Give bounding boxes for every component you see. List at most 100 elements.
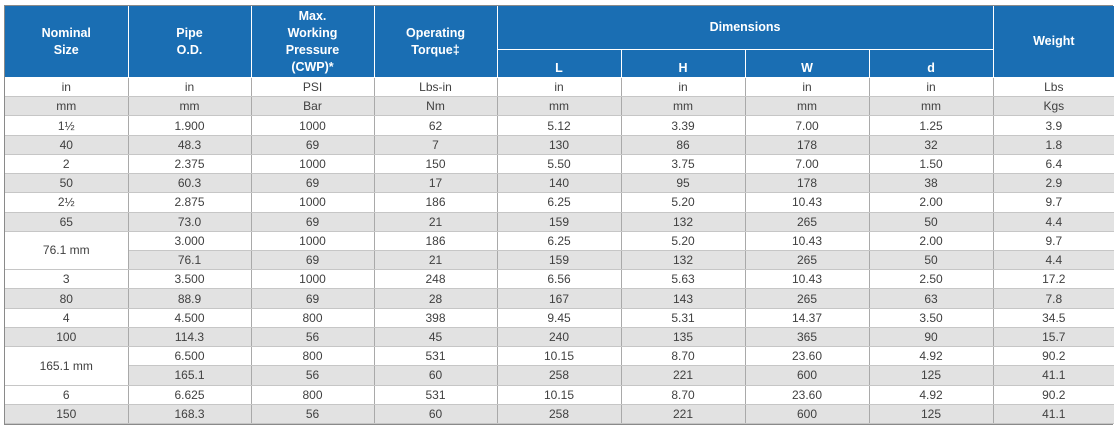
value-cell: 56 bbox=[251, 365, 375, 386]
unit-cell: Kgs bbox=[993, 96, 1115, 117]
table-row: 3 3.500 1000 248 6.56 5.63 10.43 2.50 17.2 bbox=[5, 269, 1115, 290]
value-cell: 5.50 bbox=[497, 154, 622, 175]
value-cell: 32 bbox=[869, 135, 994, 155]
value-cell: 9.7 bbox=[993, 192, 1115, 213]
value-cell: 143 bbox=[621, 288, 746, 309]
value-cell: 1.25 bbox=[869, 115, 994, 136]
value-cell: 60.3 bbox=[128, 173, 252, 194]
value-cell: 800 bbox=[251, 308, 375, 328]
value-cell: 41.1 bbox=[993, 365, 1115, 386]
table-row: 6 6.625 800 531 10.15 8.70 23.60 4.92 90.2 bbox=[5, 385, 1115, 405]
value-cell: 531 bbox=[374, 385, 498, 405]
value-cell: 10.43 bbox=[745, 269, 870, 290]
value-cell: 1000 bbox=[251, 192, 375, 213]
table-row: 80 88.9 69 28 167 143 265 63 7.8 bbox=[5, 288, 1115, 309]
value-cell: 132 bbox=[621, 212, 746, 232]
value-cell: 240 bbox=[497, 327, 622, 348]
value-cell: 8.70 bbox=[621, 385, 746, 405]
value-cell: 800 bbox=[251, 346, 375, 367]
header-nominal-size: Nominal Size bbox=[5, 6, 129, 78]
value-cell: 34.5 bbox=[993, 308, 1115, 328]
value-cell: 23.60 bbox=[745, 385, 870, 405]
value-cell: 7.00 bbox=[745, 115, 870, 136]
nominal-size-cell: 165.1 mm bbox=[5, 346, 129, 386]
value-cell: 10.43 bbox=[745, 231, 870, 251]
value-cell: 69 bbox=[251, 212, 375, 232]
value-cell: 1.50 bbox=[869, 154, 994, 175]
unit-cell: mm bbox=[497, 96, 622, 117]
nominal-size-cell: 3 bbox=[5, 269, 129, 290]
value-cell: 90 bbox=[869, 327, 994, 348]
unit-cell: mm bbox=[621, 96, 746, 117]
value-cell: 15.7 bbox=[993, 327, 1115, 348]
value-cell: 88.9 bbox=[128, 288, 252, 309]
unit-cell: mm bbox=[869, 96, 994, 117]
value-cell: 159 bbox=[497, 250, 622, 271]
unit-cell: Bar bbox=[251, 96, 375, 117]
value-cell: 178 bbox=[745, 173, 870, 194]
value-cell: 2.00 bbox=[869, 192, 994, 213]
header-dim-h: H bbox=[621, 49, 746, 78]
value-cell: 7.8 bbox=[993, 288, 1115, 309]
table-row: 165.1 mm 6.500 800 531 10.15 8.70 23.60 4.92 90.… bbox=[5, 346, 1115, 386]
valve-spec-table: Nominal Size Pipe O.D. Max. Working Pres… bbox=[5, 6, 1115, 425]
value-cell: 50 bbox=[869, 212, 994, 232]
value-cell: 3.75 bbox=[621, 154, 746, 175]
table-row: 65 73.0 69 21 159 132 265 50 4.4 bbox=[5, 212, 1115, 232]
value-cell: 95 bbox=[621, 173, 746, 194]
table-row: 4 4.500 800 398 9.45 5.31 14.37 3.50 34.5 bbox=[5, 308, 1115, 328]
nominal-size-cell: 50 bbox=[5, 173, 129, 194]
value-cell: 21 bbox=[374, 212, 498, 232]
value-cell: 10.15 bbox=[497, 385, 622, 405]
value-cell: 600 bbox=[745, 365, 870, 386]
table-body: in in PSI Lbs-in in in in in Lbs mm mm B… bbox=[5, 77, 1115, 425]
value-cell: 6.25 bbox=[497, 231, 622, 251]
unit-cell: in bbox=[869, 77, 994, 98]
table-row: 150 168.3 56 60 258 221 600 125 41.1 bbox=[5, 404, 1115, 425]
nominal-size-cell: 76.1 mm bbox=[5, 231, 129, 271]
value-cell: 41.1 bbox=[993, 404, 1115, 425]
header-max-pressure: Max. Working Pressure (CWP)* bbox=[251, 6, 375, 78]
value-cell: 56 bbox=[251, 327, 375, 348]
value-cell: 73.0 bbox=[128, 212, 252, 232]
value-cell: 56 bbox=[251, 404, 375, 425]
value-cell: 9.45 bbox=[497, 308, 622, 328]
table-row: 40 48.3 69 7 130 86 178 32 1.8 bbox=[5, 135, 1115, 155]
unit-cell: PSI bbox=[251, 77, 375, 98]
nominal-size-cell: 150 bbox=[5, 404, 129, 425]
value-cell: 4.92 bbox=[869, 346, 994, 367]
value-cell: 23.60 bbox=[745, 346, 870, 367]
value-cell: 186 bbox=[374, 192, 498, 213]
value-cell: 90.2 bbox=[993, 346, 1115, 367]
value-cell: 3.50 bbox=[869, 308, 994, 328]
value-cell: 69 bbox=[251, 135, 375, 155]
value-cell: 2.50 bbox=[869, 269, 994, 290]
value-cell: 69 bbox=[251, 173, 375, 194]
value-cell: 1000 bbox=[251, 154, 375, 175]
value-cell: 3.000 bbox=[128, 231, 252, 251]
value-cell: 38 bbox=[869, 173, 994, 194]
value-cell: 14.37 bbox=[745, 308, 870, 328]
value-cell: 5.31 bbox=[621, 308, 746, 328]
value-cell: 2.9 bbox=[993, 173, 1115, 194]
value-cell: 531 bbox=[374, 346, 498, 367]
value-cell: 50 bbox=[869, 250, 994, 271]
value-cell: 8.70 bbox=[621, 346, 746, 367]
value-cell: 5.63 bbox=[621, 269, 746, 290]
nominal-size-cell: 2 bbox=[5, 154, 129, 175]
table-row: 76.1 mm 3.000 1000 186 6.25 5.20 10.43 2.00 9.7 bbox=[5, 231, 1115, 271]
value-cell: 3.500 bbox=[128, 269, 252, 290]
value-cell: 1.8 bbox=[993, 135, 1115, 155]
value-cell: 221 bbox=[621, 365, 746, 386]
value-cell: 800 bbox=[251, 385, 375, 405]
value-cell: 63 bbox=[869, 288, 994, 309]
value-cell: 125 bbox=[869, 404, 994, 425]
value-cell: 132 bbox=[621, 250, 746, 271]
value-cell: 6.625 bbox=[128, 385, 252, 405]
nominal-size-cell: 100 bbox=[5, 327, 129, 348]
value-cell: 258 bbox=[497, 404, 622, 425]
value-cell: 398 bbox=[374, 308, 498, 328]
value-cell: 21 bbox=[374, 250, 498, 271]
units-row-metric: mm mm Bar Nm mm mm mm mm Kgs bbox=[5, 96, 1115, 117]
nominal-size-cell: 2½ bbox=[5, 192, 129, 213]
